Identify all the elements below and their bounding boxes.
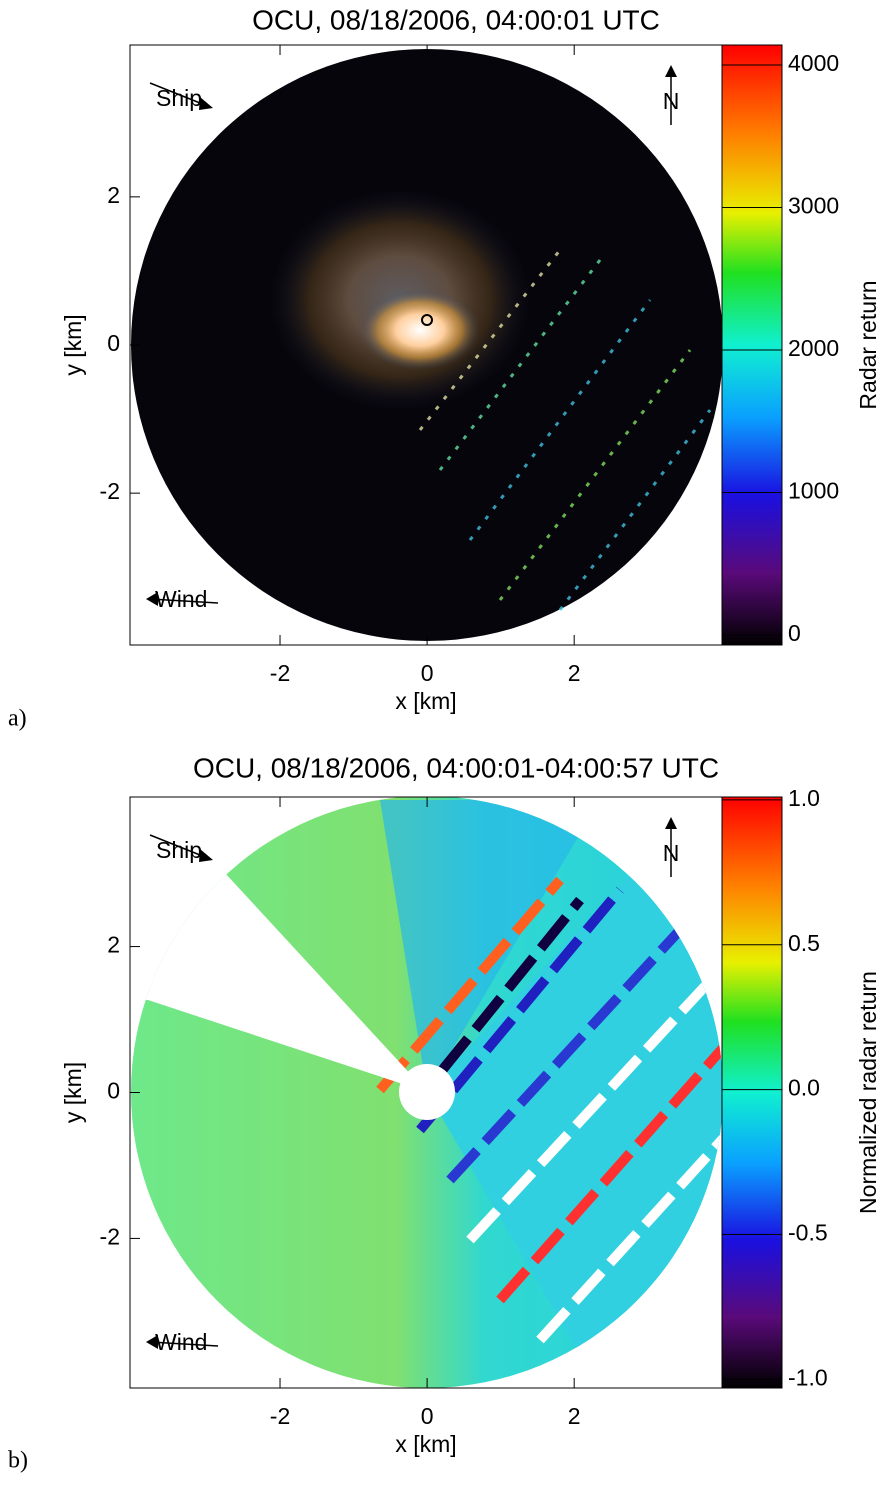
colorbar-tick-label: 2000 — [788, 335, 839, 361]
colorbar-tick-label: 0 — [788, 620, 801, 646]
north-arrow-head — [665, 65, 677, 77]
annotation: Ship — [156, 837, 202, 863]
wind-arrow — [149, 1341, 219, 1347]
chart-title: OCU, 08/18/2006, 04:00:01 UTC — [252, 4, 660, 35]
x-tick-label: -2 — [270, 1403, 290, 1429]
ship-arrow — [149, 82, 206, 106]
y-axis-label: y [km] — [60, 314, 86, 375]
chart-title: OCU, 08/18/2006, 04:00:01-04:00:57 UTC — [193, 752, 719, 783]
x-tick-label: -2 — [270, 660, 290, 686]
colorbar-label: Normalized radar return — [855, 971, 881, 1214]
colorbar-tick-label: 4000 — [788, 50, 839, 76]
ship-arrow-head — [199, 97, 213, 110]
colorbar-tick-label: 1000 — [788, 478, 839, 504]
x-tick-label: 2 — [568, 1403, 581, 1429]
x-tick-label: 2 — [568, 660, 581, 686]
panel-label: b) — [8, 1448, 28, 1474]
colorbar — [721, 796, 783, 1389]
y-tick-label: 0 — [107, 330, 120, 356]
colorbar-label: Radar return — [855, 280, 881, 409]
ship-arrow — [149, 834, 206, 858]
y-tick-label: -2 — [100, 478, 120, 504]
y-tick-label: -2 — [100, 1224, 120, 1250]
y-tick-label: 0 — [107, 1078, 120, 1104]
colorbar-tick-label: -0.5 — [788, 1220, 828, 1246]
ship-arrow-head — [199, 849, 213, 862]
colorbar — [721, 44, 783, 646]
colorbar-tick-label: 3000 — [788, 193, 839, 219]
colorbar-tick-label: -1.0 — [788, 1364, 828, 1390]
colorbar-tick-label: 0.0 — [788, 1075, 820, 1101]
x-tick-label: 0 — [421, 1403, 434, 1429]
x-axis-label: x [km] — [395, 1431, 456, 1457]
wind-arrow — [149, 598, 219, 604]
y-tick-label: 2 — [107, 182, 120, 208]
y-axis-label: y [km] — [60, 1062, 86, 1123]
x-tick-label: 0 — [421, 660, 434, 686]
colorbar-tick-label: 1.0 — [788, 785, 820, 811]
y-tick-label: 2 — [107, 932, 120, 958]
panel-label: a) — [8, 706, 27, 732]
colorbar-tick-label: 0.5 — [788, 930, 820, 956]
wind-arrow-head — [146, 1335, 158, 1349]
radar-image — [131, 49, 723, 641]
wind-arrow-head — [146, 592, 158, 606]
north-arrow-head — [665, 817, 677, 829]
x-axis-label: x [km] — [395, 688, 456, 714]
annotation: Ship — [156, 85, 202, 111]
